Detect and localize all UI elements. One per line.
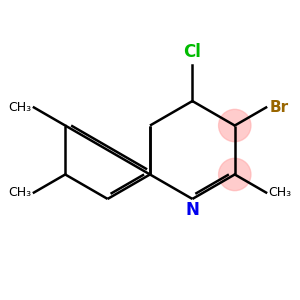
Text: CH₃: CH₃ xyxy=(9,101,32,114)
Text: Cl: Cl xyxy=(183,44,201,62)
Text: Br: Br xyxy=(269,100,289,115)
Text: CH₃: CH₃ xyxy=(9,186,32,199)
Text: N: N xyxy=(185,201,199,219)
Text: CH₃: CH₃ xyxy=(268,186,291,199)
Circle shape xyxy=(219,110,251,142)
Circle shape xyxy=(219,158,251,190)
